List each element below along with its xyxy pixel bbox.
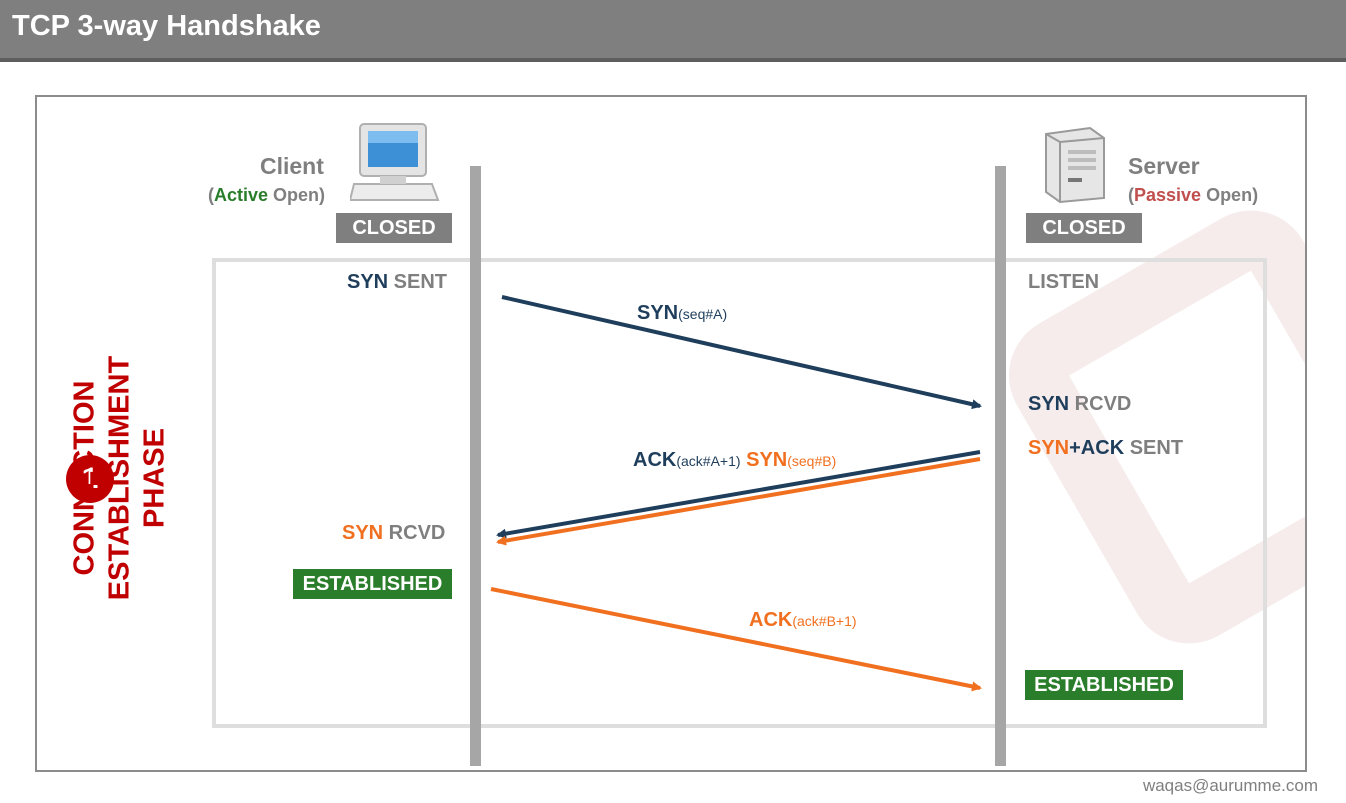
phase-title-line1: CONNECTION ESTABLISHMENT: [68, 355, 136, 601]
server-open-kind: Passive: [1134, 185, 1202, 205]
synack-msg-syn: SYN: [740, 449, 788, 471]
client-open-kind: Active: [214, 185, 269, 205]
phase-box: [212, 258, 1267, 728]
client-sent-text: SENT: [388, 271, 448, 293]
server-synack-sent: SENT: [1124, 437, 1184, 459]
server-closed-badge: CLOSED: [1026, 213, 1142, 243]
server-syn-rcvd-rcvd: RCVD: [1069, 393, 1132, 415]
synack-msg-ack: ACK: [633, 449, 677, 471]
ack-msg-main: ACK: [749, 609, 793, 631]
server-open-suffix: Open): [1201, 185, 1259, 205]
server-state-syn-rcvd: SYN RCVD: [1028, 393, 1131, 416]
synack-msg-ack-sub: (ack#A+1): [676, 453, 741, 469]
server-synack-syn: SYN: [1028, 437, 1070, 459]
client-timeline: [470, 166, 481, 766]
diagram-frame: [35, 95, 1307, 772]
client-syn-rcvd-rcvd: RCVD: [383, 522, 446, 544]
ack-msg-sub: (ack#B+1): [792, 613, 857, 629]
ack-message-label: ACK(ack#B+1): [749, 609, 857, 632]
phase-number-badge: 1: [66, 455, 114, 503]
syn-ack-arrow-syn: [496, 457, 981, 546]
client-syn-text: SYN: [347, 271, 389, 293]
server-open-mode: (Passive Open): [1128, 185, 1258, 206]
credit-text: waqas@aurumme.com: [1142, 776, 1318, 795]
syn-message-label: SYN(seq#A): [637, 302, 727, 325]
synack-message-label: ACK(ack#A+1) SYN(seq#B): [633, 449, 836, 472]
server-established-badge: ESTABLISHED: [1025, 670, 1183, 700]
phase-title: CONNECTION ESTABLISHMENT PHASE: [68, 278, 173, 678]
server-synack-ack: +ACK: [1069, 437, 1125, 459]
title-bar: [0, 0, 1346, 58]
title-bar-underline: [0, 58, 1346, 62]
server-open-prefix: (: [1128, 185, 1134, 205]
client-syn-rcvd-syn: SYN: [342, 522, 384, 544]
client-closed-badge: CLOSED: [336, 213, 452, 243]
server-state-syn-ack-sent: SYN+ACK SENT: [1028, 437, 1183, 460]
client-state-syn-rcvd: SYN RCVD: [342, 522, 445, 545]
syn-ack-arrow-ack: [496, 450, 981, 539]
client-state-syn-sent: SYN SENT: [347, 271, 447, 294]
client-open-prefix: (: [208, 185, 214, 205]
client-open-mode: (Active Open): [208, 185, 325, 206]
server-name: Server: [1128, 153, 1200, 179]
server-icon: [1045, 126, 1105, 204]
synack-msg-syn-sub: (seq#B): [787, 453, 837, 469]
page-title: TCP 3-way Handshake: [12, 10, 321, 42]
computer-icon: [350, 123, 440, 201]
syn-msg-main: SYN: [637, 302, 679, 324]
client-name: Client: [260, 153, 324, 179]
ack-arrow: [490, 587, 982, 692]
syn-arrow: [501, 295, 982, 410]
server-state-listen: LISTEN: [1028, 271, 1100, 293]
client-open-suffix: Open): [268, 185, 326, 205]
phase-title-line2: PHASE: [138, 428, 171, 528]
server-syn-rcvd-syn: SYN: [1028, 393, 1070, 415]
server-timeline: [995, 166, 1006, 766]
client-established-badge: ESTABLISHED: [293, 569, 452, 599]
syn-msg-sub: (seq#A): [678, 306, 728, 322]
